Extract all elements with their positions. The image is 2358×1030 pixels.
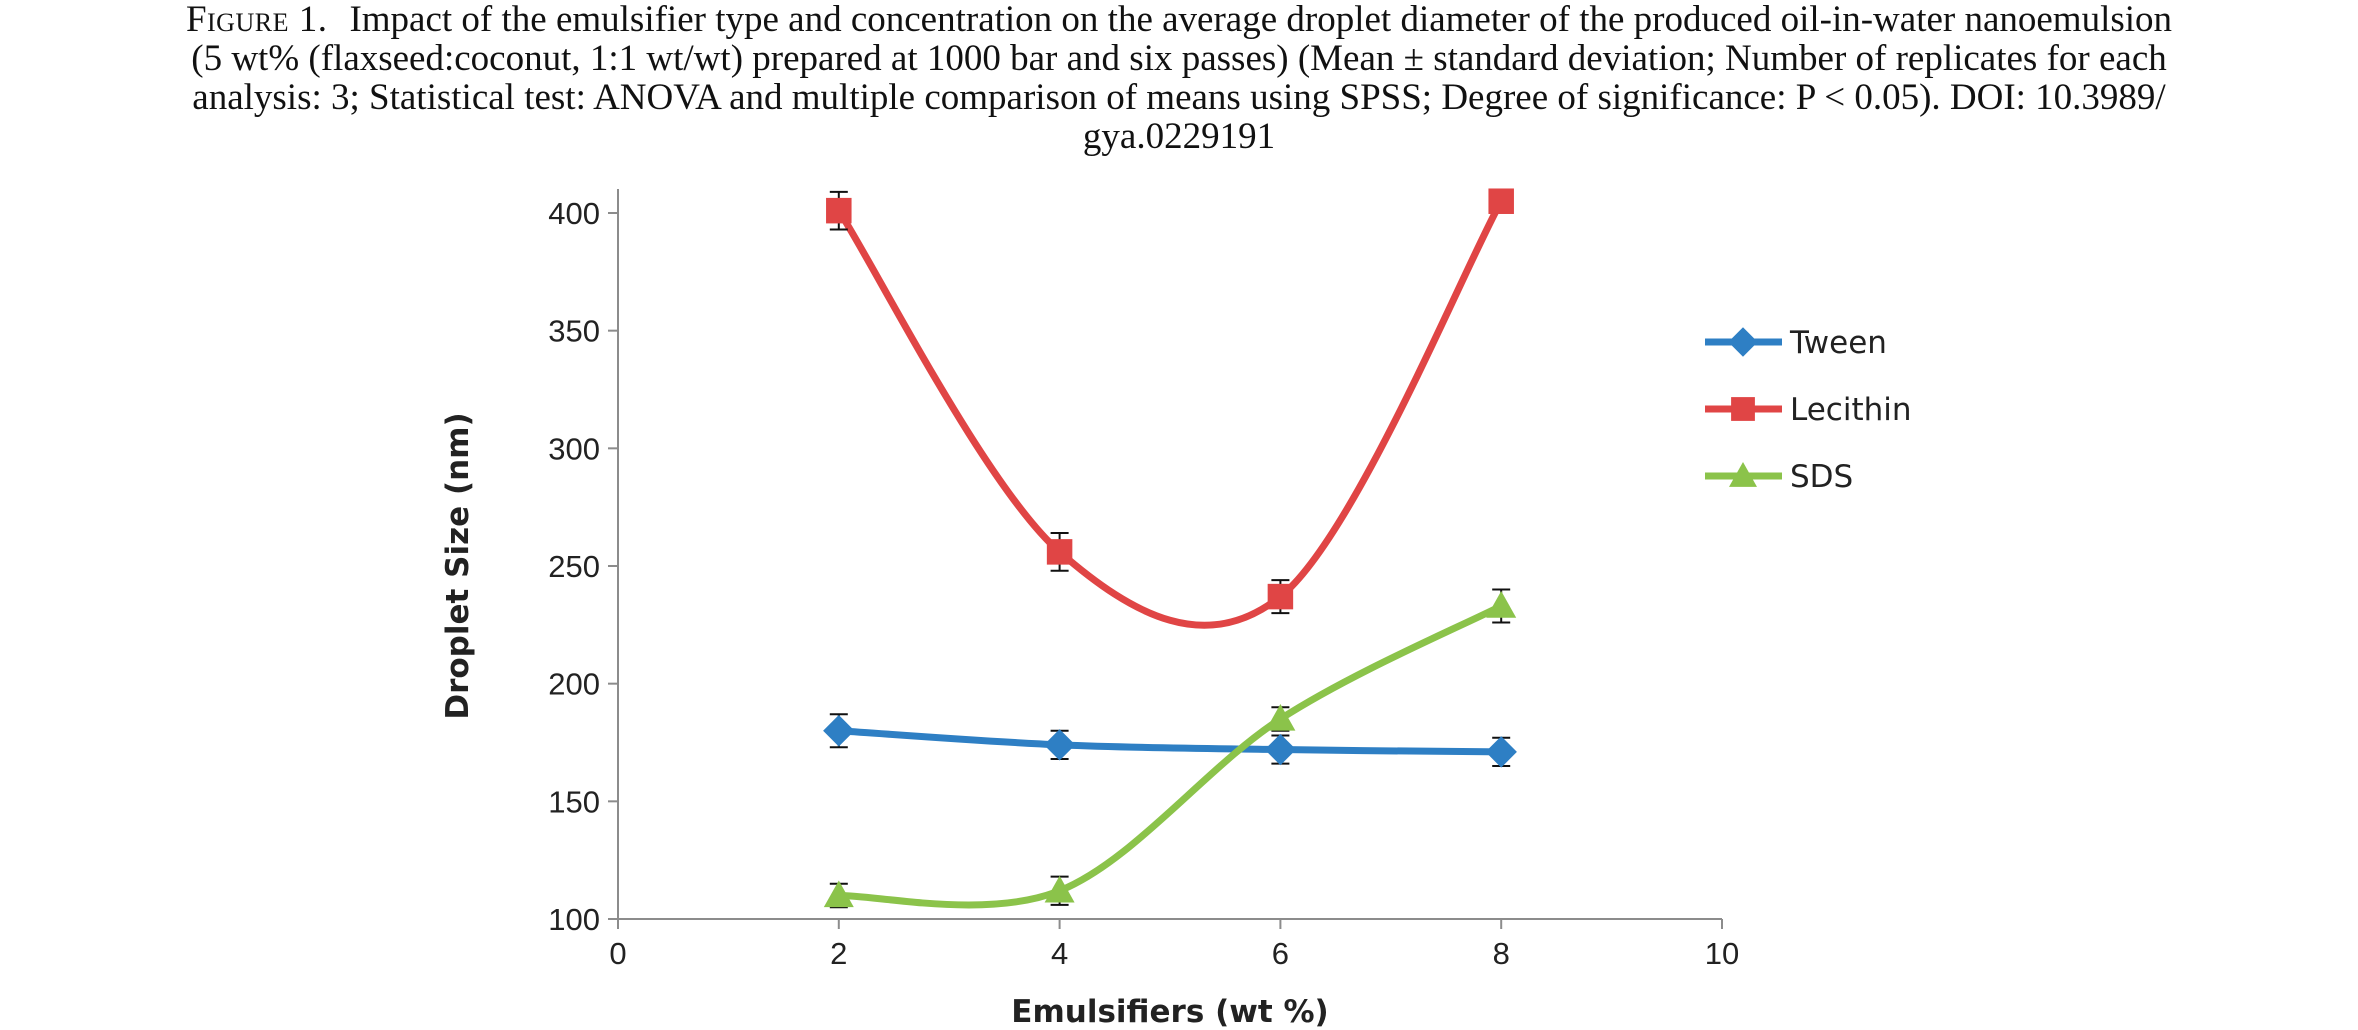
tween-data-point [1264,733,1297,766]
series-lecithin [826,188,1514,629]
chart-axes: 100 150 200 250 300 350 400 0 2 4 6 8 10 [548,189,1739,971]
figure-label: Figure 1. [185,0,328,40]
sds-data-point [1486,591,1517,618]
figure-caption: Figure 1. Impact of the emulsifier type a… [0,0,2358,156]
lecithin-data-point [1046,539,1073,565]
y-tick-label: 400 [548,196,600,231]
x-tick-label: 10 [1705,936,1739,971]
x-tick-label: 4 [1051,936,1068,971]
legend-label-sds: SDS [1790,459,1853,495]
y-tick-label: 250 [548,549,600,584]
chart-series-layer [823,188,1517,909]
lecithin-data-point [1488,188,1514,214]
x-tick-label: 2 [830,936,847,971]
legend-item-tween: Tween [1705,325,1887,361]
y-tick-label: 150 [548,784,600,819]
series-tween [823,713,1517,768]
lecithin-series-line [835,197,1505,629]
sds-data-point [1265,703,1296,731]
y-axis-title: Droplet Size (nm) [440,412,476,719]
legend-swatch-lecithin-marker [1731,397,1755,421]
caption-line-4: gya.0229191 [1082,116,1276,157]
legend-item-lecithin: Lecithin [1705,392,1912,428]
series-sds [823,588,1517,909]
x-tick-label: 6 [1272,936,1289,971]
tween-data-point [1043,729,1076,761]
sds-data-point [823,880,854,908]
caption-line-1: Figure 1. Impact of the emulsifier type a… [0,0,2358,39]
y-tick-label: 100 [548,902,600,937]
tween-series-line [835,727,1505,756]
caption-line-2: (5 wt% (flaxseed:coconut, 1:1 wt/wt) pre… [191,38,2167,79]
legend-item-sds: SDS [1705,459,1853,495]
caption-line-1-text: Impact of the emulsifier type and concen… [349,0,2173,40]
x-axis-title: Emulsifiers (wt %) [1011,994,1328,1030]
y-tick-label: 300 [548,431,600,466]
tween-data-point [823,715,855,747]
legend-label-tween: Tween [1789,325,1887,361]
lecithin-data-point [1267,583,1294,610]
chart-legend: Tween Lecithin SDS [1705,325,1912,495]
tween-data-point [1485,736,1517,768]
legend-label-lecithin: Lecithin [1790,392,1912,428]
sds-data-point [1044,875,1075,903]
legend-swatch-sds-marker [1729,462,1757,487]
caption-line-3: analysis: 3; Statistical test: ANOVA and… [192,77,2166,118]
sds-series-line [835,602,1505,909]
y-tick-label: 200 [548,667,600,702]
x-tick-label: 0 [609,936,626,971]
x-tick-label: 8 [1493,936,1510,971]
y-tick-label: 350 [548,314,600,349]
legend-swatch-tween-marker [1728,327,1758,357]
lecithin-data-point [826,197,852,224]
